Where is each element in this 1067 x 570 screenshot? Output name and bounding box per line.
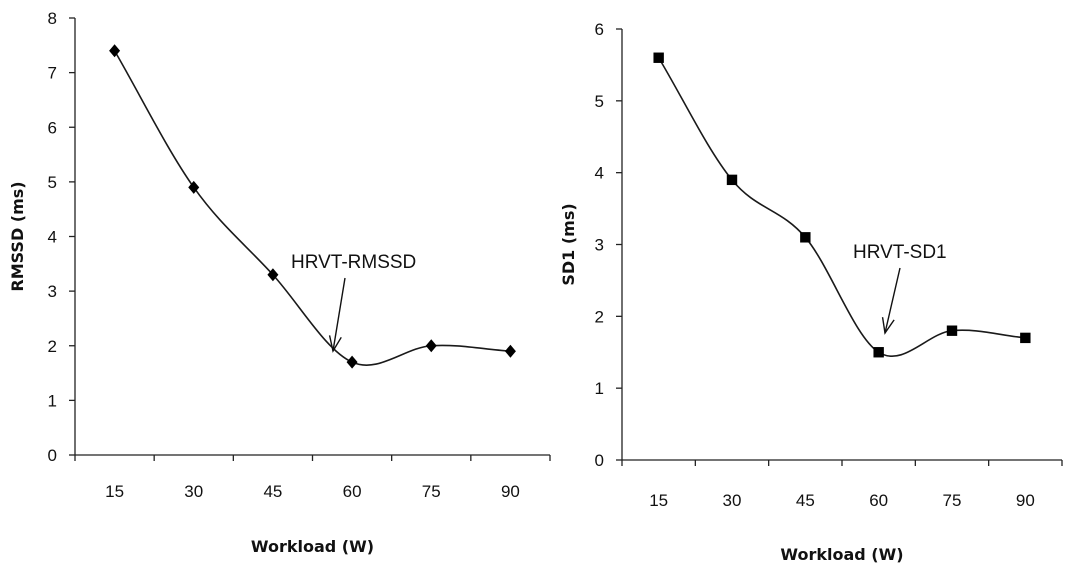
y-tick-label: 2 (48, 337, 57, 356)
y-tick-label: 4 (48, 228, 57, 247)
series-line (657, 57, 1026, 358)
data-point-square (1020, 332, 1031, 344)
y-tick-label: 1 (595, 379, 604, 398)
annotation-arrow-shaft (332, 277, 346, 352)
y-tick-label: 6 (595, 20, 604, 39)
data-point-diamond (109, 44, 121, 58)
data-point-diamond (425, 339, 437, 353)
y-tick-label: 3 (48, 282, 57, 301)
x-tick-label: 45 (263, 482, 282, 501)
y-tick-label: 4 (595, 164, 604, 183)
y-tick-label: 8 (48, 9, 57, 28)
y-tick-label: 0 (595, 451, 604, 470)
x-tick-label: 30 (184, 482, 203, 501)
y-tick-label: 5 (48, 173, 57, 192)
data-point-square (800, 232, 811, 243)
data-point-square (873, 347, 884, 358)
x-axis-title: Workload (W) (780, 545, 903, 564)
data-point-diamond (504, 344, 516, 358)
x-tick-label: 75 (422, 482, 441, 501)
y-tick-label: 7 (48, 64, 57, 83)
annotation-arrow-shaft (884, 267, 901, 334)
y-tick-label: 2 (595, 307, 604, 326)
y-axis-title: RMSSD (ms) (8, 181, 27, 291)
x-tick-label: 60 (343, 482, 362, 501)
data-point-diamond (188, 180, 200, 194)
data-point-square (946, 325, 958, 336)
y-tick-label: 3 (595, 236, 604, 255)
data-point-diamond (346, 355, 358, 369)
x-axis-title: Workload (W) (251, 537, 374, 556)
x-tick-label: 90 (501, 482, 520, 501)
x-tick-label: 30 (723, 491, 742, 510)
series-line (113, 50, 511, 366)
annotation-label: HRVT-SD1 (853, 242, 947, 263)
x-tick-label: 75 (943, 491, 962, 510)
data-point-square (726, 174, 738, 186)
annotation-arrow-head (881, 317, 895, 335)
y-tick-label: 0 (48, 446, 57, 465)
x-tick-label: 45 (796, 491, 815, 510)
x-tick-label: 60 (869, 491, 888, 510)
x-tick-label: 90 (1016, 491, 1035, 510)
y-tick-label: 5 (595, 92, 604, 111)
x-tick-label: 15 (105, 482, 124, 501)
annotation-label: HRVT-RMSSD (291, 252, 416, 273)
annotation-arrow-head (328, 335, 342, 353)
y-tick-label: 6 (48, 118, 57, 137)
y-tick-label: 1 (48, 391, 57, 410)
y-axis-title: SD1 (ms) (559, 203, 578, 285)
data-point-square (653, 52, 664, 63)
data-point-diamond (267, 268, 279, 282)
x-tick-label: 15 (649, 491, 668, 510)
